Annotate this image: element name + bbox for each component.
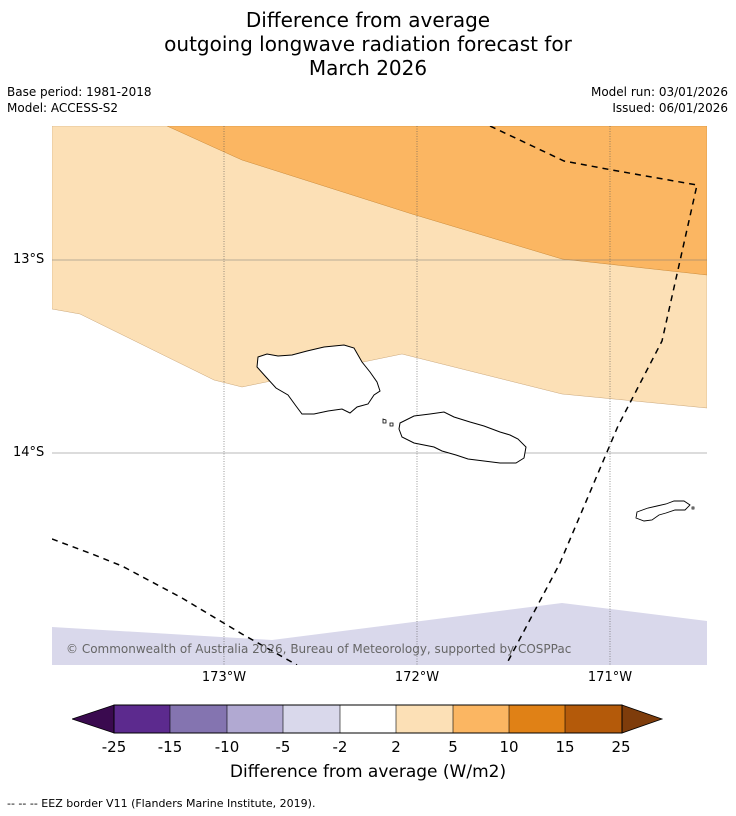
colorbar-bin-3 [227,705,283,733]
island-aunuu [691,506,695,510]
meta-left: Base period: 1981-2018 Model: ACCESS-S2 [7,84,152,116]
model-name: Model: ACCESS-S2 [7,101,119,115]
eez-border-north [489,126,698,665]
colorbar-tick: -25 [101,738,127,756]
model-run: Model run: 03/01/2026 [590,85,728,99]
colorbar-tick: 25 [611,738,631,756]
eez-border-south [52,538,298,665]
lon-label-172w: 172°W [394,670,440,685]
lat-label-13s: 13°S [13,252,45,267]
island-tutuila [635,500,691,522]
colorbar-tick: 2 [391,738,401,756]
colorbar-bin-4 [283,705,340,733]
colorbar-tick: 15 [555,738,575,756]
island-upolu [398,411,527,464]
colorbar-bin-6 [396,705,453,733]
island-savaii [256,344,381,415]
colorbar-tick: 5 [448,738,458,756]
eez-footnote: -- -- -- EEZ border V11 (Flanders Marine… [7,797,316,810]
title-line-2: outgoing longwave radiation forecast for [164,32,572,56]
title-line-3: March 2026 [308,56,428,80]
colorbar-tick: -5 [275,738,291,756]
anomaly-band-lavender [52,603,707,665]
colorbar-bin-2 [170,705,227,733]
colorbar-tick: 10 [499,738,519,756]
colorbar-extend-low [70,704,115,734]
chart-title: Difference from average outgoing longwav… [0,8,736,80]
island-apolima [389,422,394,427]
copyright-notice: © Commonwealth of Australia 2026, Bureau… [66,642,572,656]
lat-label-14s: 14°S [13,445,45,460]
colorbar-bin-1 [114,705,170,733]
island-manono [382,418,387,424]
colorbar-bin-5 [340,705,396,733]
colorbar-outline [113,704,623,734]
colorbar-extend-high [621,704,664,734]
colorbar-tick: -2 [332,738,348,756]
colorbar-label: Difference from average (W/m2) [229,762,507,782]
map-area [52,126,707,665]
lon-label-173w: 173°W [201,670,247,685]
base-period: Base period: 1981-2018 [7,85,152,99]
meta-right: Model run: 03/01/2026 Issued: 06/01/2026 [591,84,728,116]
colorbar-tick: -10 [214,738,240,756]
colorbar-tick: -15 [157,738,183,756]
colorbar-bin-8 [509,705,565,733]
title-line-1: Difference from average [245,8,491,32]
colorbar-bin-9 [565,705,622,733]
colorbar [70,704,664,740]
issued-date: Issued: 06/01/2026 [612,101,728,115]
colorbar-bin-7 [453,705,509,733]
lon-label-171w: 171°W [587,670,633,685]
